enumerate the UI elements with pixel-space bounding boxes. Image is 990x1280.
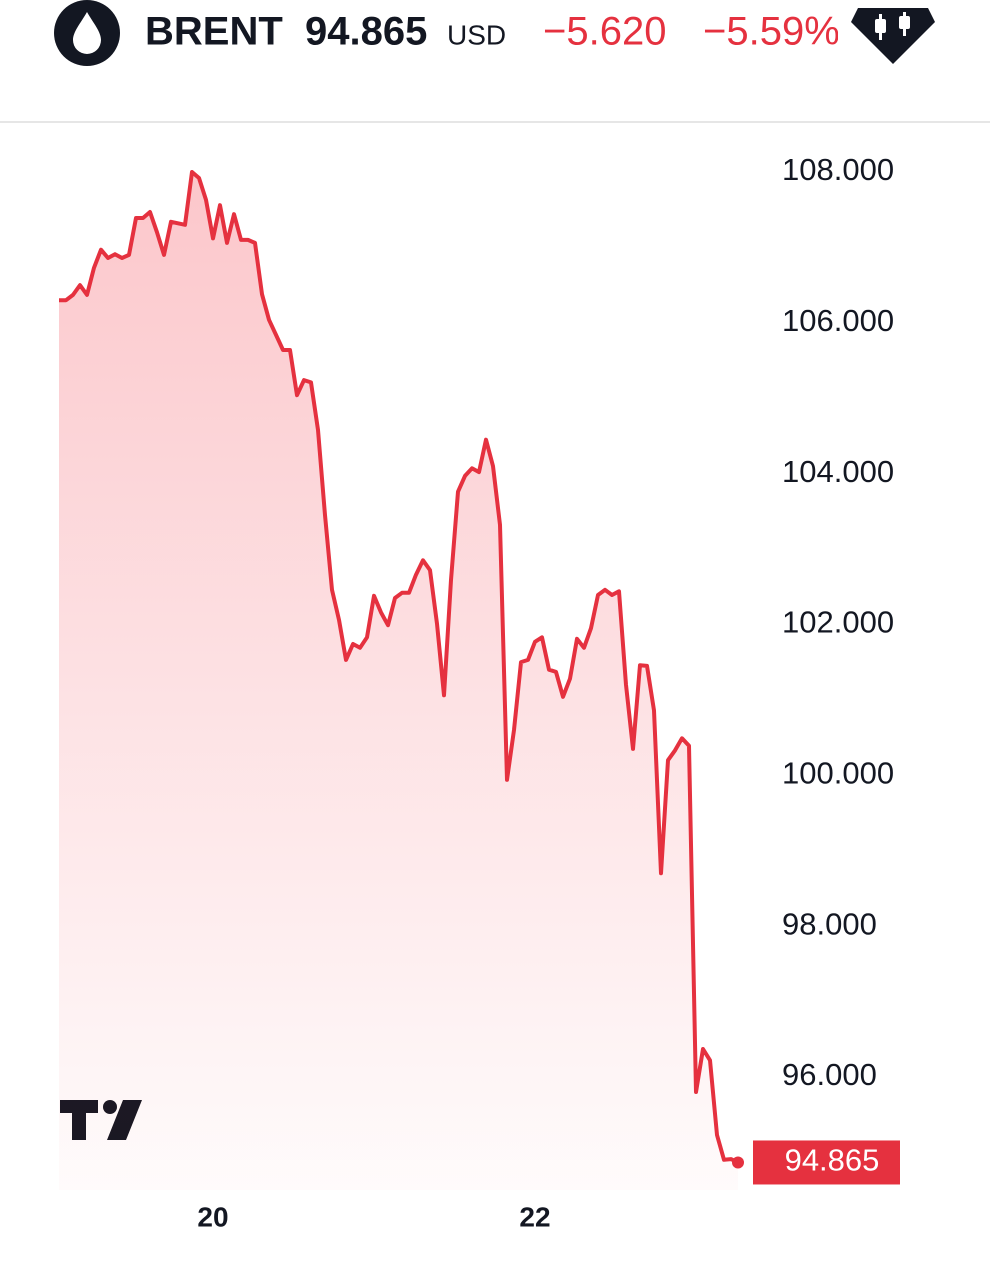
change: −5.620 xyxy=(543,10,666,54)
alert-icon[interactable] xyxy=(851,8,935,64)
price: 94.865 xyxy=(305,10,427,54)
price-line xyxy=(59,170,739,1165)
y-tick-label: 108.000 xyxy=(782,152,894,187)
y-tick-label: 106.000 xyxy=(782,303,894,338)
y-tick-label: 100.000 xyxy=(782,755,894,790)
y-tick-label: 102.000 xyxy=(782,605,894,640)
y-tick-label: 104.000 xyxy=(782,454,894,489)
currency: USD xyxy=(447,19,506,50)
price-tag xyxy=(753,1140,900,1185)
last-point xyxy=(732,1156,744,1169)
drop-icon xyxy=(73,12,101,54)
change-percent: −5.59% xyxy=(703,10,840,54)
price-tag-label: 94.865 xyxy=(785,1143,880,1178)
area-fill xyxy=(59,172,738,1190)
y-tick-label: 96.000 xyxy=(782,1057,877,1092)
header: BRENT 94.865 USD −5.620 −5.59% xyxy=(145,10,840,54)
candle-icon xyxy=(875,12,910,40)
x-tick-label: 22 xyxy=(519,1201,550,1232)
x-tick-label: 20 xyxy=(197,1201,228,1232)
y-tick-label: 98.000 xyxy=(782,906,877,941)
symbol: BRENT xyxy=(145,10,283,54)
